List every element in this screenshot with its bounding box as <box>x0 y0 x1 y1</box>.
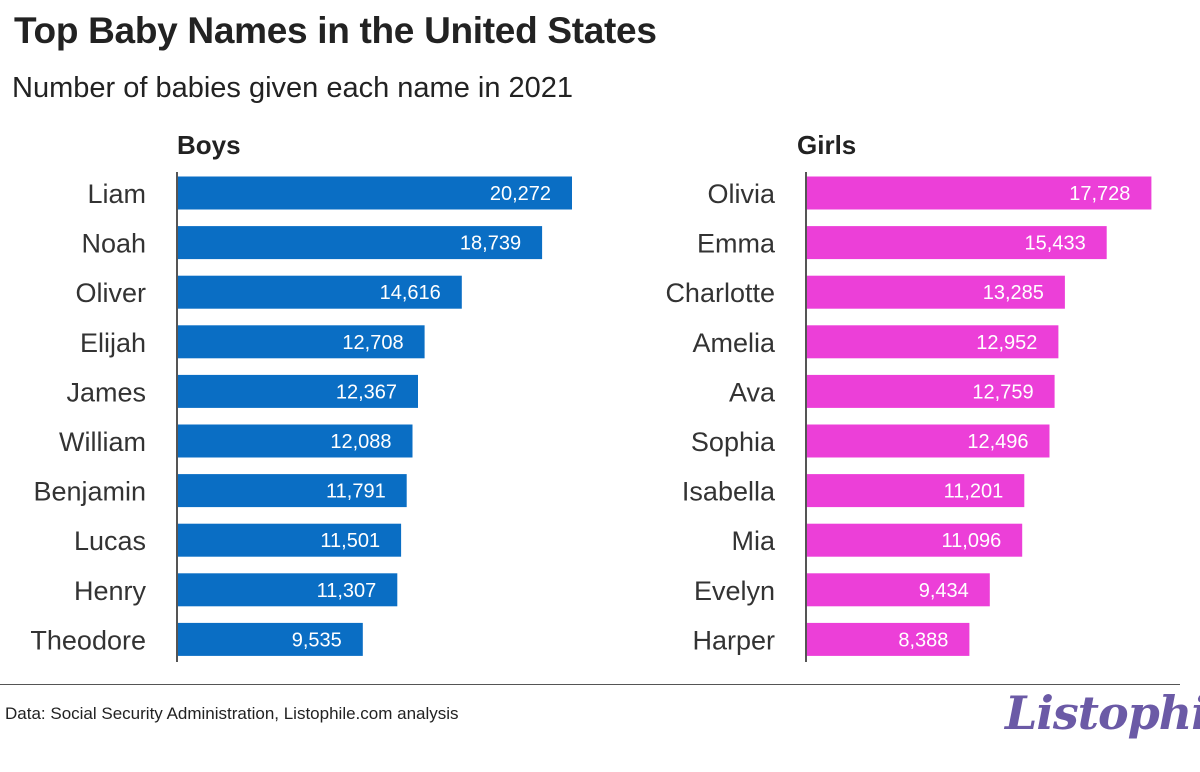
girls-bar-evelyn <box>806 573 990 607</box>
boys-value-label: 11,501 <box>320 530 380 552</box>
listophile-logo[interactable]: Listophile <box>1005 686 1200 740</box>
girls-name-label: Amelia <box>692 328 776 358</box>
girls-value-label: 12,496 <box>967 431 1028 453</box>
girls-bar-charlotte <box>806 275 1065 309</box>
boys-name-label: Lucas <box>74 526 146 556</box>
chart-subtitle: Number of babies given each name in 2021 <box>12 72 574 104</box>
girls-bar-harper <box>806 622 970 656</box>
boys-value-label: 12,708 <box>342 332 403 354</box>
boys-bar-henry <box>177 573 398 607</box>
chart-title: Top Baby Names in the United States <box>14 10 657 51</box>
boys-value-label: 18,739 <box>460 233 521 255</box>
boys-name-label: Elijah <box>80 328 146 358</box>
boys-bar-william <box>177 424 413 458</box>
boys-value-label: 9,535 <box>292 629 342 651</box>
girls-bar-sophia <box>806 424 1050 458</box>
boys-value-label: 12,367 <box>336 381 397 403</box>
boys-bar-elijah <box>177 325 425 359</box>
source-note: Data: Social Security Administration, Li… <box>5 704 459 723</box>
girls-name-label: Evelyn <box>694 576 775 606</box>
boys-bar-oliver <box>177 275 462 309</box>
girls-name-label: Sophia <box>691 427 776 457</box>
girls-bar-amelia <box>806 325 1059 359</box>
boys-value-label: 20,272 <box>490 183 551 205</box>
girls-value-label: 12,759 <box>972 381 1033 403</box>
boys-chart: Boys Liam 20,272 Noah 18,739 Oliver 14,616 Elij… <box>30 130 572 662</box>
boys-name-label: Oliver <box>75 278 146 308</box>
girls-value-label: 9,434 <box>919 580 969 602</box>
girls-bar-emma <box>806 226 1107 260</box>
girls-bar-ava <box>806 374 1055 408</box>
footer-divider <box>0 684 1180 685</box>
boys-name-label: William <box>59 427 146 457</box>
boys-name-label: Liam <box>87 179 146 209</box>
girls-chart: Girls Olivia 17,728 Emma 15,433 Charlotte 13,2… <box>665 130 1152 662</box>
boys-name-label: Benjamin <box>33 477 146 507</box>
girls-name-label: Charlotte <box>665 278 775 308</box>
boys-name-label: Noah <box>81 229 146 259</box>
girls-name-label: Isabella <box>682 477 776 507</box>
girls-name-label: Emma <box>697 229 776 259</box>
bar-charts: Boys Liam 20,272 Noah 18,739 Oliver 14,616 Elij… <box>30 130 1152 662</box>
boys-bar-noah <box>177 226 543 260</box>
girls-value-label: 11,201 <box>944 481 1004 503</box>
girls-name-label: Mia <box>731 526 775 556</box>
girls-value-label: 17,728 <box>1069 183 1130 205</box>
girls-bar-olivia <box>806 176 1152 210</box>
boys-bar-lucas <box>177 523 402 557</box>
girls-value-label: 15,433 <box>1025 233 1086 255</box>
boys-value-label: 12,088 <box>330 431 391 453</box>
girls-value-label: 13,285 <box>983 282 1044 304</box>
girls-name-label: Harper <box>692 625 775 655</box>
girls-bar-isabella <box>806 474 1025 508</box>
boys-value-label: 14,616 <box>380 282 441 304</box>
boys-bar-benjamin <box>177 474 407 508</box>
girls-name-label: Olivia <box>707 179 775 209</box>
boys-value-label: 11,307 <box>317 580 377 602</box>
girls-bar-mia <box>806 523 1023 557</box>
boys-name-label: Henry <box>74 576 147 606</box>
girls-name-label: Ava <box>729 377 776 407</box>
boys-bar-theodore <box>177 622 363 656</box>
boys-bar-james <box>177 374 418 408</box>
boys-name-label: James <box>66 377 146 407</box>
boys-bar-liam <box>177 176 572 210</box>
boys-value-label: 11,791 <box>326 481 386 503</box>
girls-value-label: 8,388 <box>898 629 948 651</box>
boys-name-label: Theodore <box>30 625 146 655</box>
girls-value-label: 12,952 <box>976 332 1037 354</box>
girls-chart-title: Girls <box>797 130 856 160</box>
boys-chart-title: Boys <box>177 130 241 160</box>
girls-value-label: 11,096 <box>942 530 1002 552</box>
